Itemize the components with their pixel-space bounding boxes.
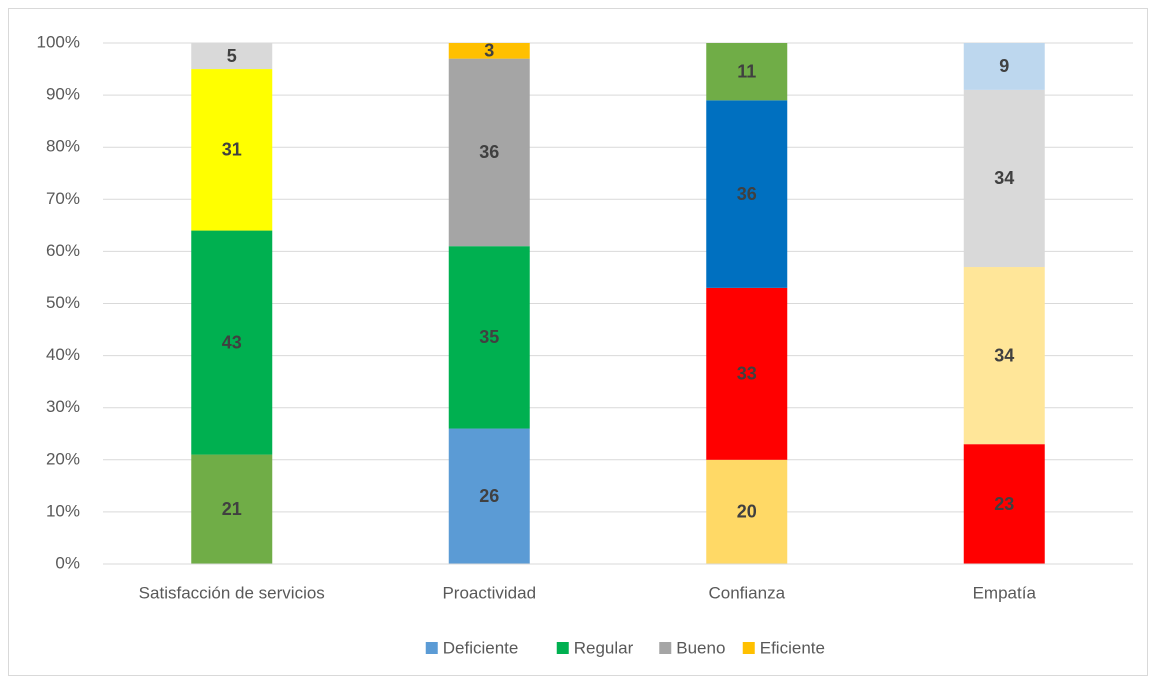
y-tick-label: 10%	[46, 501, 80, 520]
x-tick-label: Proactividad	[442, 583, 536, 602]
y-tick-label: 20%	[46, 449, 80, 468]
bar-segment	[448, 58, 530, 247]
data-label: 31	[222, 140, 242, 160]
data-label: 3	[484, 41, 494, 61]
legend-label: Eficiente	[760, 638, 825, 657]
legend-swatch	[556, 642, 569, 654]
y-tick-label: 50%	[46, 293, 80, 312]
y-tick-label: 40%	[46, 345, 80, 364]
bar-segment	[706, 459, 788, 564]
legend-label: Regular	[574, 638, 634, 657]
data-label: 36	[737, 184, 757, 204]
x-tick-label: Empatía	[973, 583, 1037, 602]
data-label: 23	[994, 494, 1014, 514]
x-tick-label: Satisfacción de servicios	[139, 583, 325, 602]
data-label: 36	[479, 142, 499, 162]
bar-segment	[448, 428, 530, 564]
bar-segment	[448, 43, 530, 59]
bar-segment	[963, 267, 1045, 445]
data-label: 35	[479, 327, 499, 347]
y-tick-label: 80%	[46, 137, 80, 156]
bar-segment	[448, 246, 530, 429]
data-label: 26	[479, 486, 499, 506]
y-tick-label: 0%	[55, 553, 80, 572]
legend-label: Deficiente	[443, 638, 519, 657]
data-label: 20	[737, 502, 757, 522]
bar-segment	[963, 444, 1045, 564]
y-tick-label: 70%	[46, 189, 80, 208]
legend-swatch	[742, 642, 755, 654]
data-label: 21	[222, 499, 242, 519]
y-tick-label: 60%	[46, 241, 80, 260]
data-label: 33	[737, 364, 757, 384]
bar-segment	[706, 287, 788, 460]
bar-segment	[706, 100, 788, 288]
data-label: 34	[994, 345, 1014, 365]
bar-segment	[191, 454, 273, 564]
bar-segment	[191, 69, 273, 231]
data-label: 43	[222, 332, 242, 352]
x-tick-label: Confianza	[708, 583, 785, 602]
bar-segment	[191, 230, 273, 455]
bar-segment	[963, 89, 1045, 268]
data-label: 11	[737, 61, 756, 81]
legend-label: Bueno	[676, 638, 725, 657]
y-tick-label: 30%	[46, 397, 80, 416]
legend-swatch	[425, 642, 438, 654]
legend-swatch	[659, 642, 672, 654]
bar-segment	[706, 43, 788, 101]
data-label: 34	[994, 168, 1014, 188]
bar-segment	[963, 43, 1045, 90]
y-tick-label: 90%	[46, 85, 80, 104]
bar-segment	[191, 43, 273, 70]
y-tick-label: 100%	[37, 32, 80, 51]
data-label: 5	[227, 46, 237, 66]
data-label: 9	[999, 56, 1009, 76]
